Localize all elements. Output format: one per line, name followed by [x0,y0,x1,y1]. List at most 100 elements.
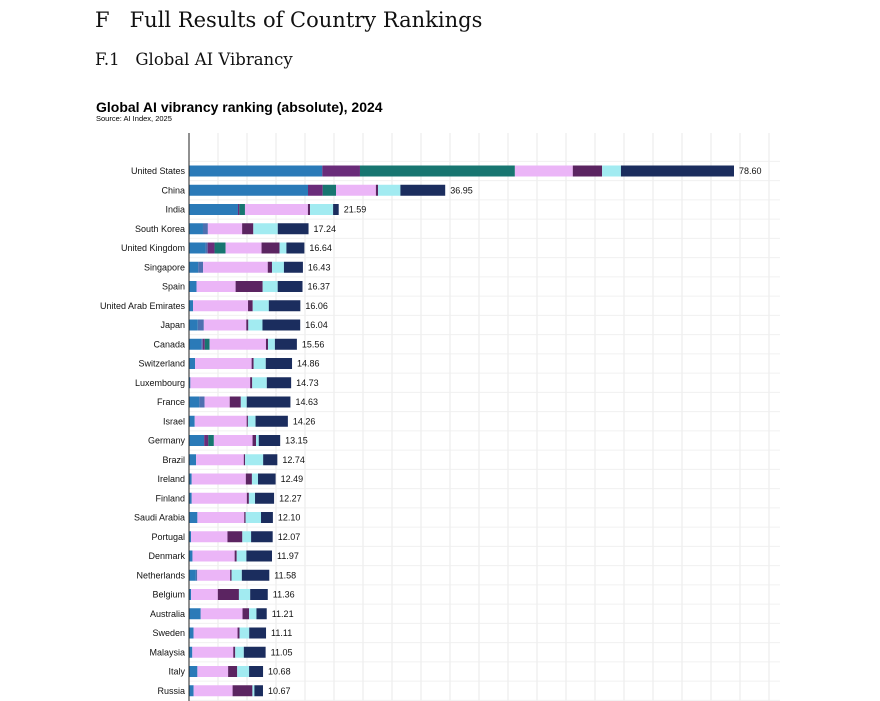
bar-segment [191,589,218,600]
bar-segment [322,184,337,196]
bar-segment [254,685,263,697]
bar-segment [197,319,204,331]
category-label: Switzerland [138,359,185,369]
value-label: 16.64 [309,243,332,253]
bar-segment [189,358,196,369]
bar-segment [572,165,603,177]
bar-segment [242,531,252,543]
bar-segment [243,646,266,658]
value-label: 14.63 [295,397,318,407]
bar-segment [256,608,267,620]
bar-segment [250,377,253,389]
bar-segment [189,550,193,562]
bar-segment [252,435,257,446]
bar-segment [189,223,203,235]
bar-segment [189,492,192,504]
value-label: 11.21 [272,609,294,619]
category-label: Finland [155,493,185,503]
section-title: Full Results of Country Rankings [129,8,483,32]
bar-segment [261,512,273,523]
category-label: China [161,185,185,195]
chart-labels: United States 78.60 China 36.95 India 21.59 So… [100,166,762,696]
bar-segment [308,184,323,196]
value-label: 12.74 [282,455,305,465]
category-label: Israel [163,416,185,426]
bar-segment [283,261,303,273]
category-label: Sweden [152,628,185,638]
bar-segment [189,165,323,177]
bar-segment [268,338,275,350]
value-label: 21.59 [344,205,367,215]
bar-segment [242,608,250,620]
bar-segment [375,184,379,196]
section-heading: F Full Results of Country Rankings [95,8,482,32]
bar-segment [191,473,246,485]
value-label: 14.73 [296,378,319,388]
bar-segment [189,646,193,658]
bar-segment [225,242,262,254]
bar-segment [190,377,251,389]
bar-segment [192,550,235,562]
bar-segment [217,589,239,600]
bar-segment [202,223,208,235]
value-label: 16.04 [305,320,328,330]
bar-segment [195,569,198,581]
bar-segment [189,454,197,466]
bar-segment [233,646,236,658]
value-label: 14.26 [293,416,316,426]
bar-segment [240,396,247,408]
bar-segment [620,165,734,177]
bar-segment [214,242,226,254]
bar-segment [245,473,252,485]
category-label: Singapore [144,262,185,272]
bar-segment [207,223,243,235]
bar-segment [189,569,196,581]
bar-segment [333,204,339,215]
bar-segment [208,435,214,446]
category-label: Denmark [148,551,185,561]
bar-segment [277,223,309,235]
bar-segment [189,627,194,639]
bar-segment [378,184,401,196]
category-label: Spain [162,282,185,292]
chart-title: Global AI vibrancy ranking (absolute), 2… [96,99,383,115]
chart-bars [189,165,734,697]
bar-segment [514,165,573,177]
bar-segment [189,473,192,485]
bar-segment [189,300,194,312]
value-label: 11.97 [277,551,299,561]
bar-segment [235,646,244,658]
bar-segment [189,685,194,697]
bar-segment [248,319,263,331]
bar-segment [246,396,291,408]
value-label: 12.07 [278,532,301,542]
bar-segment [279,242,287,254]
bar-segment [251,473,259,485]
bar-segment [203,261,268,273]
bar-segment [241,569,270,581]
bar-segment [245,454,264,466]
bar-segment [322,165,360,177]
category-label: South Korea [135,224,185,234]
value-label: 12.49 [281,474,304,484]
category-label: Portugal [151,532,185,542]
bar-segment [204,338,210,350]
bar-segment [242,223,254,235]
value-label: 11.05 [271,647,293,657]
bar-segment [213,435,253,446]
value-label: 12.10 [278,513,301,523]
bar-segment [189,338,202,350]
bar-segment [209,338,266,350]
bar-segment [262,319,301,331]
bar-segment [250,589,268,600]
bar-segment [246,319,249,331]
bar-segment [194,415,247,427]
bar-segment [198,261,204,273]
bar-segment [307,204,311,215]
category-label: Luxembourg [135,378,185,388]
bar-segment [189,261,199,273]
bar-segment [202,338,205,350]
value-label: 15.56 [302,339,325,349]
bar-segment [258,435,281,446]
